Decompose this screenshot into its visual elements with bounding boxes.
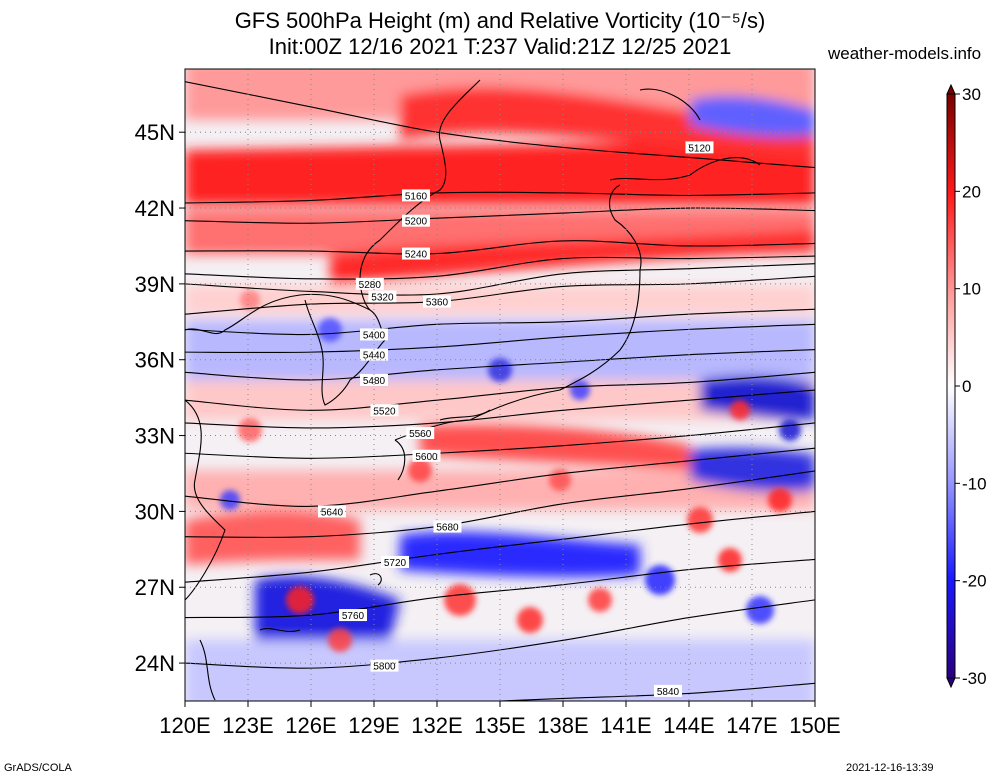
- contour-line: [185, 447, 815, 507]
- contour-label: 5560: [409, 429, 432, 440]
- lon-label: 135E: [474, 713, 525, 738]
- contour-label: 5640: [321, 507, 344, 518]
- colorbar-top-arrow: [946, 83, 956, 95]
- footer-software: GrADS/COLA: [4, 762, 72, 774]
- contour-line: [185, 207, 815, 224]
- contour-label-bg: [654, 684, 682, 697]
- contour-label-bg: [433, 520, 462, 533]
- contour-label-bg: [412, 449, 441, 462]
- contour-label: 5480: [363, 376, 386, 387]
- contour-line: [185, 349, 815, 381]
- contour-label: 5120: [688, 143, 711, 154]
- contour-label: 5800: [373, 662, 396, 673]
- lat-label: 36N: [135, 348, 175, 373]
- contour-label-bg: [318, 505, 346, 518]
- footer-timestamp: 2021-12-16-13:39: [846, 762, 934, 774]
- coastlines: [185, 79, 761, 701]
- lon-label: 138E: [537, 713, 588, 738]
- contour-label: 5760: [342, 611, 365, 622]
- contour-line: [185, 275, 815, 315]
- contour-line: [185, 470, 815, 538]
- colorbar-label: -20: [962, 572, 987, 591]
- brand-text: weather-models.info: [828, 44, 982, 63]
- lon-label: 141E: [600, 713, 651, 738]
- lat-label: 33N: [135, 424, 175, 449]
- contour-label: 5360: [426, 298, 449, 309]
- colorbar-label: 30: [962, 85, 981, 104]
- contour-label: 5200: [405, 217, 428, 228]
- lat-label: 24N: [135, 651, 175, 676]
- lon-label: 150E: [789, 713, 840, 738]
- contour-label: 5600: [415, 452, 438, 463]
- lon-label: 120E: [159, 713, 210, 738]
- contour-label-bg: [370, 659, 399, 672]
- contour-line: [185, 389, 815, 429]
- map-title: GFS 500hPa Height (m) and Relative Vorti…: [234, 8, 766, 33]
- lat-label: 30N: [135, 499, 175, 524]
- lon-label: 147E: [726, 713, 777, 738]
- contour-line: [185, 558, 815, 619]
- contour-line: [185, 255, 815, 280]
- contour-label: 5520: [373, 406, 396, 417]
- colorbar-label: 0: [962, 377, 971, 396]
- contour-label: 5160: [405, 191, 428, 202]
- colorbar-bottom-arrow: [946, 677, 956, 689]
- contour-label-bg: [402, 214, 430, 227]
- longitude-labels: 120E 123E 126E 129E 132E 135E 138E 141E 144E 147E…: [159, 713, 840, 738]
- contour-line: [185, 371, 815, 411]
- contour-line: [185, 240, 815, 255]
- contour-label: 5280: [359, 280, 382, 291]
- lon-label: 123E: [222, 713, 273, 738]
- colorbar-bar: [946, 93, 956, 679]
- colorbar-label: 10: [962, 280, 981, 299]
- contour-label-bg: [423, 295, 451, 308]
- lon-label: 126E: [285, 713, 336, 738]
- contour-line: [185, 323, 815, 354]
- contour-label-bg: [368, 290, 397, 303]
- colorbar: 30 20 10 0 -10 -20 -30: [946, 83, 987, 689]
- plot-frame: [184, 68, 816, 702]
- contour-line: [486, 682, 815, 701]
- contour-line: [185, 510, 815, 583]
- lon-label: 144E: [663, 713, 714, 738]
- contour-label-bg: [370, 404, 399, 417]
- contour-line: [185, 81, 815, 169]
- contour-label-bg: [406, 427, 435, 440]
- contour-line: [185, 308, 815, 336]
- lat-label: 42N: [135, 196, 175, 221]
- map-subtitle: Init:00Z 12/16 2021 T:237 Valid:21Z 12/2…: [268, 34, 732, 59]
- lat-label: 39N: [135, 272, 175, 297]
- height-contours: 5120 5160 5200 5240 5280 5320 5360 5400 5440 5480…: [185, 81, 815, 701]
- contour-label: 5440: [363, 351, 386, 362]
- contour-label: 5320: [371, 293, 394, 304]
- contour-label-bg: [402, 189, 430, 202]
- contour-line: [185, 191, 815, 204]
- lat-label: 45N: [135, 120, 175, 145]
- latitude-labels: 45N 42N 39N 36N 33N 30N 27N 24N: [135, 120, 175, 676]
- lat-label: 27N: [135, 575, 175, 600]
- colorbar-label: -10: [962, 474, 987, 493]
- contour-label: 5400: [363, 330, 386, 341]
- contour-label: 5720: [384, 558, 407, 569]
- contour-label: 5840: [657, 687, 680, 698]
- contour-label-bg: [339, 609, 367, 622]
- contour-label-bg: [402, 247, 430, 260]
- colorbar-label: -30: [962, 669, 987, 688]
- contour-label-bg: [381, 555, 409, 568]
- contour-label: 5240: [405, 250, 428, 261]
- lon-label: 132E: [411, 713, 462, 738]
- contour-label: 5680: [436, 523, 459, 534]
- colorbar-label: 20: [962, 182, 981, 201]
- contour-label-bg: [355, 277, 384, 290]
- lon-label: 129E: [348, 713, 399, 738]
- contour-label-bg: [685, 141, 714, 154]
